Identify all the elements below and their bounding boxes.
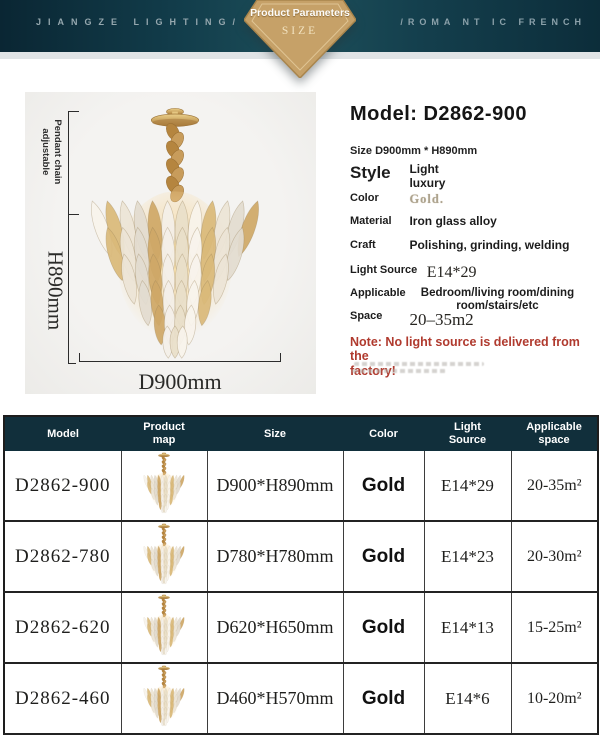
cell-model: D2862-460 [4,663,122,735]
cell-light-source: E14*29 [424,451,512,522]
cell-light-source: E14*13 [424,592,512,664]
light-source-row: Light Source E14*29 [350,264,476,282]
style-value: Light luxury [409,162,446,190]
diameter-dimension-line [79,361,280,362]
chandelier-thumbnail [138,665,190,727]
no-light-source-note: Note: No light source is delivered from … [350,335,580,378]
cell-applicable-space: 10-20m² [511,663,598,735]
dimension-tick [68,363,76,364]
color-row: Color Gold. [350,192,444,210]
cell-size: D620*H650mm [207,592,344,664]
cell-color: Gold [343,521,425,593]
cell-product-map [121,592,208,664]
table-row: D2862-780 D780*H780mm Gold E14*23 20-30m… [4,521,598,593]
height-label: H890mm [43,250,68,331]
col-model: Model [4,416,121,451]
cell-color: Gold [343,663,425,735]
light-source-value: E14*29 [426,264,477,281]
chandelier-thumbnail [138,452,190,514]
spec-table: Model Product map Size Color Light Sourc… [3,415,599,735]
cell-product-map [121,451,208,522]
spec-table-wrap: Model Product map Size Color Light Sourc… [3,415,599,735]
cell-product-map [121,521,208,593]
product-photo: Pendant chain adjustable H890mm D900mm [25,92,316,394]
light-source-label: Light Source [350,264,418,276]
chandelier-image [80,106,270,362]
craft-row: Craft Polishing, grinding, welding [350,238,570,257]
cell-applicable-space: 15-25m² [511,592,598,664]
fine-print-line [352,369,446,373]
material-row: Material Iron glass alloy [350,214,497,233]
cell-size: D780*H780mm [207,521,344,593]
table-row: D2862-460 D460*H570mm Gold E14*6 10-20m² [4,663,598,735]
cell-model: D2862-900 [4,451,122,522]
size-line: Size D900mm * H890mm [350,145,478,157]
col-product-map: Product map [121,416,207,451]
craft-label: Craft [350,239,376,251]
col-light-source: Light Source [424,416,511,451]
applicable-label: Applicable [350,287,406,299]
model-title: Model: D2862-900 [350,103,527,125]
material-value: Iron glass alloy [409,214,497,228]
col-size: Size [207,416,343,451]
space-label: Space [350,310,383,322]
style-row: Style Light luxury [350,162,446,191]
material-label: Material [350,215,392,227]
cell-applicable-space: 20-35m² [511,451,598,522]
product-details: Model: D2862-900 Size D900mm * H890mm St… [350,59,595,417]
table-row: D2862-900 D900*H890mm Gold E14*29 20-35m… [4,451,598,522]
diamond-badge-shape [244,0,356,78]
badge-title: Product Parameters [250,7,350,19]
craft-value: Polishing, grinding, welding [409,238,570,252]
height-dimension-line [68,111,69,364]
cell-model: D2862-780 [4,521,122,593]
color-label: Color [350,192,379,204]
brand-text: JIANGZE LIGHTING/ [36,17,243,27]
cell-model: D2862-620 [4,592,122,664]
cell-light-source: E14*23 [424,521,512,593]
badge-subtitle: SIZE [281,25,319,37]
cell-product-map [121,663,208,735]
style-label: Style [350,163,391,182]
table-row: D2862-620 D620*H650mm Gold E14*13 15-25m… [4,592,598,664]
space-row: Space 20–35m2 [350,310,474,330]
cell-applicable-space: 20-30m² [511,521,598,593]
diameter-label: D900mm [138,369,222,394]
cell-color: Gold [343,451,425,522]
pendant-chain-note: Pendant chain adjustable [40,119,63,185]
col-color: Color [343,416,424,451]
table-header-row: Model Product map Size Color Light Sourc… [4,416,598,451]
chandelier-thumbnail [138,523,190,585]
chandelier-thumbnail [138,594,190,656]
space-value: 20–35m2 [409,310,474,329]
tagline-text: /ROMA NT IC FRENCH [400,17,586,27]
fine-print-line [354,362,484,366]
cell-size: D460*H570mm [207,663,344,735]
col-applicable-space: Applicable space [511,416,598,451]
cell-size: D900*H890mm [207,451,344,522]
product-parameters-badge: Product Parameters SIZE [244,0,356,78]
dimension-tick [79,353,80,362]
dimension-tick [68,214,79,215]
color-value: Gold. [409,192,444,206]
cell-color: Gold [343,592,425,664]
cell-light-source: E14*6 [424,663,512,735]
applicable-value: Bedroom/living room/dining room/stairs/e… [420,287,575,313]
dimension-tick [280,353,281,362]
applicable-row: Applicable Bedroom/living room/dining ro… [350,287,577,313]
dimension-tick [68,111,79,112]
top-banner: JIANGZE LIGHTING/ /ROMA NT IC FRENCH Pro… [0,0,600,78]
product-hero: Pendant chain adjustable H890mm D900mm M… [0,59,600,417]
